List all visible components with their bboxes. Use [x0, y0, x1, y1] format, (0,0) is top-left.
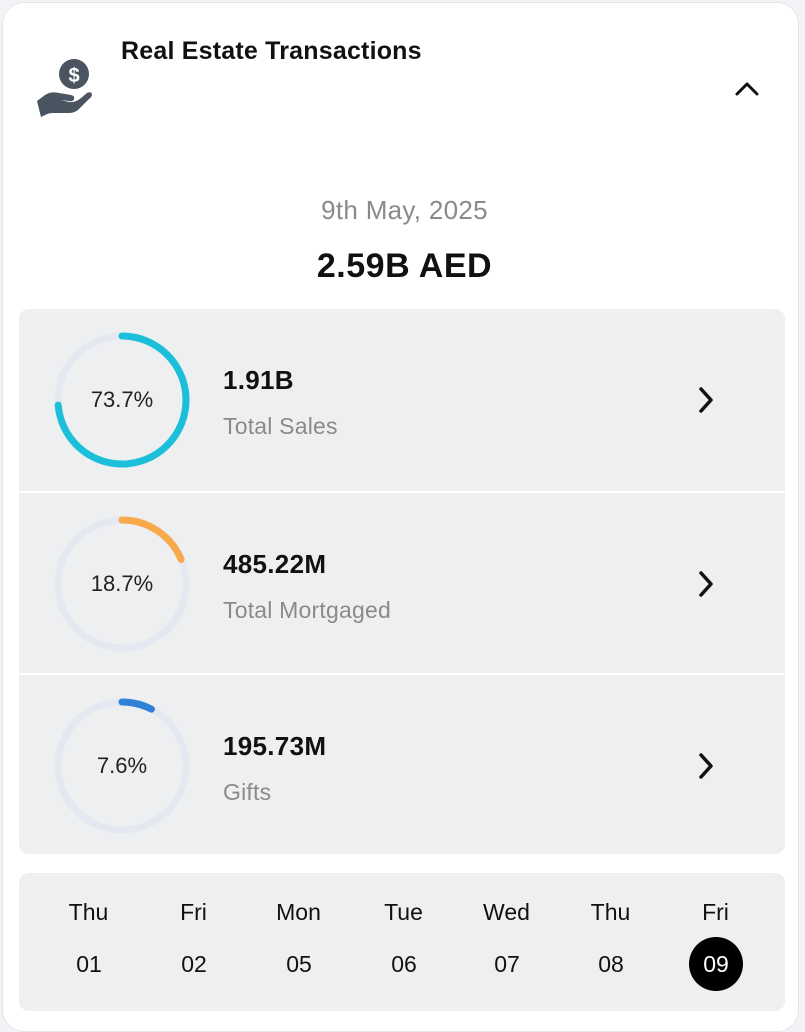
progress-ring: [54, 516, 190, 652]
row-value: 1.91B: [223, 365, 294, 395]
day-item[interactable]: Tue 06: [351, 873, 456, 1011]
day-number: 05: [286, 950, 312, 977]
row-name: Total Sales: [223, 413, 338, 439]
breakdown-row-gifts[interactable]: 7.6% 195.73M Gifts: [19, 673, 785, 853]
day-item[interactable]: Thu 01: [36, 873, 141, 1011]
summary-date: 9th May, 2025: [321, 195, 488, 225]
day-item[interactable]: Wed 07: [454, 873, 559, 1011]
percent-label: 73.7%: [90, 387, 154, 412]
chevron-up-icon: [735, 82, 759, 96]
day-name: Thu: [590, 899, 631, 925]
summary-total: 2.59B AED: [316, 247, 493, 285]
card-title: Real Estate Transactions: [121, 37, 422, 65]
row-value: 485.22M: [223, 549, 327, 579]
day-name: Thu: [68, 899, 109, 925]
day-name: Wed: [483, 899, 530, 925]
row-value: 195.73M: [223, 731, 327, 761]
row-name: Total Mortgaged: [223, 597, 391, 623]
day-number: 09: [689, 937, 743, 991]
svg-text:$: $: [68, 65, 79, 87]
day-number: 06: [391, 950, 417, 977]
percent-label: 18.7%: [90, 571, 154, 596]
day-name: Mon: [276, 899, 321, 925]
progress-ring: [54, 698, 190, 834]
collapse-button[interactable]: [727, 69, 767, 109]
percent-label: 7.6%: [96, 753, 148, 778]
hand-holding-dollar-icon: $: [35, 57, 93, 117]
breakdown-list: 73.7% 1.91B Total Sales 18.7% 485.22M To…: [19, 309, 785, 854]
progress-ring: [54, 332, 190, 468]
breakdown-row-total-mortgaged[interactable]: 18.7% 485.22M Total Mortgaged: [19, 491, 785, 671]
day-number: 08: [598, 950, 624, 977]
day-item-selected[interactable]: Fri 09: [663, 873, 768, 1011]
breakdown-row-total-sales[interactable]: 73.7% 1.91B Total Sales: [19, 309, 785, 489]
chevron-right-icon: [691, 749, 721, 783]
day-item[interactable]: Thu 08: [558, 873, 663, 1011]
day-item[interactable]: Mon 05: [246, 873, 351, 1011]
day-name: Tue: [384, 899, 423, 925]
day-name: Fri: [702, 899, 729, 925]
chevron-right-icon: [691, 383, 721, 417]
chevron-right-icon: [691, 567, 721, 601]
row-name: Gifts: [223, 779, 272, 805]
day-number: 01: [76, 950, 102, 977]
day-number: 07: [494, 950, 520, 977]
day-selector: Thu 01 Fri 02 Mon 05 Tue 06 Wed 07 Thu 0…: [19, 873, 785, 1011]
day-item[interactable]: Fri 02: [141, 873, 246, 1011]
day-name: Fri: [180, 899, 207, 925]
day-number: 02: [181, 950, 207, 977]
